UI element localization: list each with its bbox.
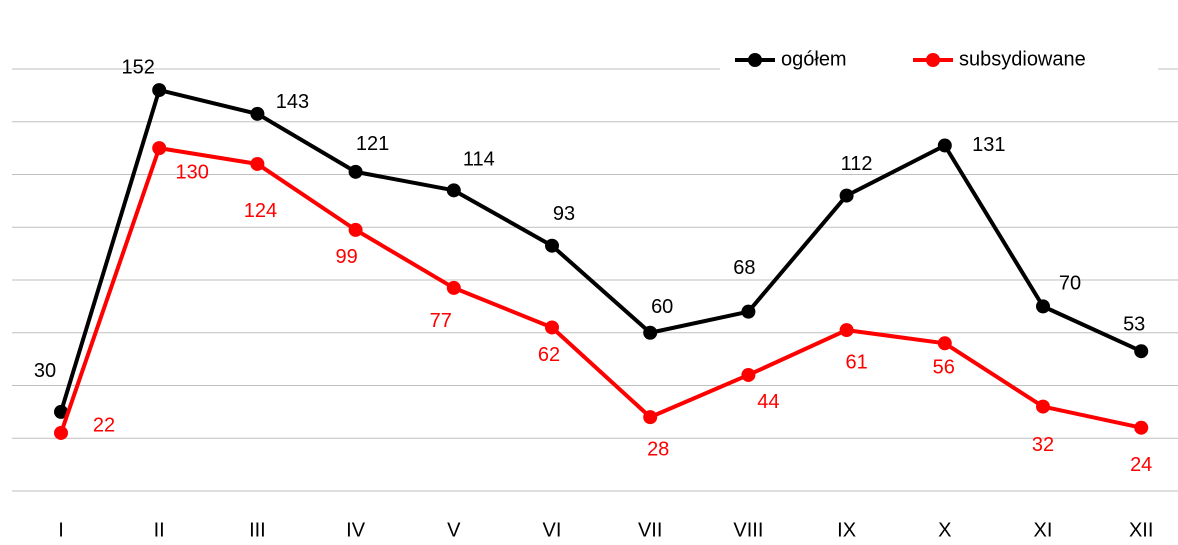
- data-label: 53: [1123, 313, 1145, 335]
- data-label: 24: [1130, 454, 1152, 476]
- data-label: 22: [93, 414, 115, 436]
- marker: [152, 141, 167, 156]
- data-label: 152: [122, 56, 155, 78]
- legend-label: subsydiowane: [959, 48, 1086, 70]
- marker: [839, 323, 854, 338]
- data-label: 130: [176, 161, 209, 183]
- marker: [54, 425, 68, 440]
- x-tick-label: I: [58, 519, 64, 541]
- data-label: 60: [651, 296, 673, 318]
- marker: [839, 188, 854, 203]
- line: [59, 88, 1143, 413]
- marker: [446, 183, 461, 198]
- marker: [643, 325, 658, 340]
- marker: [643, 410, 658, 425]
- x-tick-label: VI: [543, 519, 562, 541]
- data-label: 61: [845, 351, 867, 373]
- marker: [348, 164, 363, 179]
- marker: [1134, 420, 1149, 435]
- marker: [741, 304, 756, 319]
- marker: [1036, 399, 1050, 414]
- series: 22 130 124 99 77 62 28 44 61 56 32 24: [54, 141, 1152, 476]
- data-label: 143: [276, 91, 309, 113]
- x-tick-label: VII: [638, 519, 662, 541]
- data-label: 99: [335, 246, 357, 268]
- data-label: 68: [733, 257, 755, 279]
- marker: [545, 238, 559, 253]
- marker: [1036, 299, 1050, 314]
- marker: [54, 404, 68, 419]
- x-tick-label: VIII: [733, 519, 763, 541]
- legend-label: ogółem: [781, 48, 847, 70]
- x-tick-label: III: [249, 519, 266, 541]
- marker: [1134, 344, 1149, 359]
- x-tick-label: X: [938, 519, 951, 541]
- data-label: 70: [1059, 273, 1081, 295]
- data-label: 28: [647, 438, 669, 460]
- x-tick-label: XII: [1129, 519, 1153, 541]
- series: 30 152 143 121 114 93 60 68 112 131 70 53: [34, 56, 1149, 419]
- x-tick-label: V: [447, 519, 461, 541]
- data-label: 124: [244, 200, 277, 222]
- marker: [545, 320, 559, 335]
- data-label: 44: [757, 391, 779, 413]
- data-label: 62: [538, 344, 560, 366]
- marker: [348, 222, 363, 237]
- data-label: 112: [841, 153, 873, 175]
- marker: [937, 336, 952, 351]
- data-label: 77: [430, 310, 452, 332]
- data-label: 30: [34, 360, 56, 382]
- x-tick-label: XI: [1034, 519, 1053, 541]
- x-tick-label: IX: [837, 519, 856, 541]
- legend: ogółem subsydiowane: [720, 40, 1158, 82]
- marker: [741, 367, 756, 382]
- data-label: 131: [972, 134, 1005, 156]
- data-label: 114: [463, 149, 495, 171]
- x-tick-label: II: [154, 519, 165, 541]
- data-label: 32: [1032, 434, 1054, 456]
- marker: [250, 156, 265, 171]
- marker: [250, 106, 265, 121]
- marker: [152, 83, 167, 98]
- marker: [446, 280, 461, 295]
- legend-marker: [748, 53, 762, 67]
- x-tick-label: IV: [346, 519, 366, 541]
- marker: [937, 138, 952, 153]
- line: [59, 146, 1142, 434]
- legend-marker: [926, 53, 940, 67]
- data-label: 121: [356, 133, 389, 155]
- data-label: 93: [553, 203, 575, 225]
- data-label: 56: [933, 357, 955, 379]
